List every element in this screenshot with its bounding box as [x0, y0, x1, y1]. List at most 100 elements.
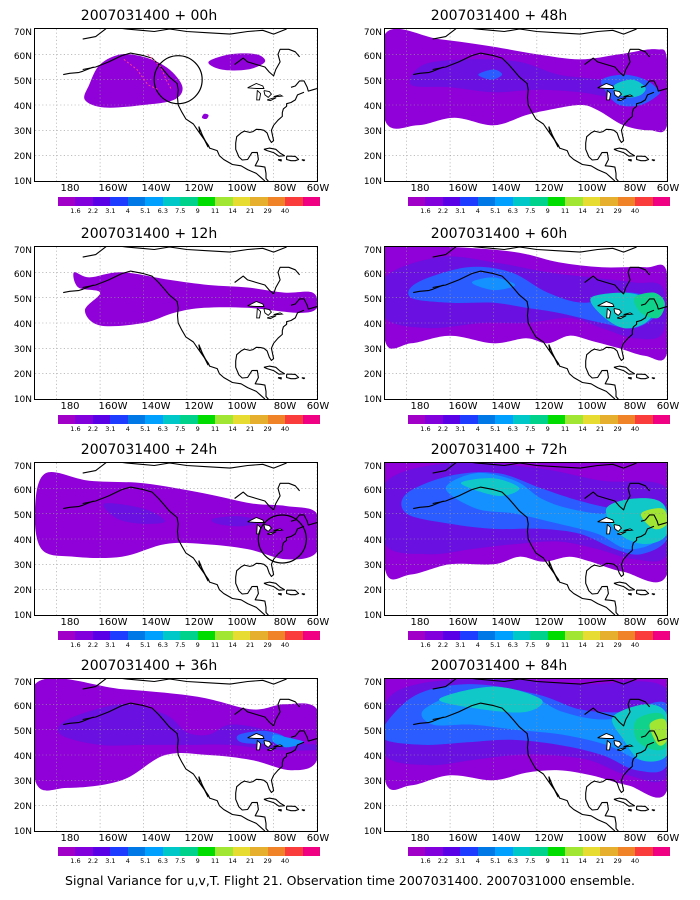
colorbar-swatch [232, 847, 251, 856]
map-frame [34, 28, 318, 182]
colorbar-swatch [408, 415, 426, 424]
lat-label: 10N [13, 395, 32, 405]
colorbar-labels: 1.6 2.2 3.1 4 5.1 6.3 7.5 9 11 14 21 29 40 [58, 641, 320, 651]
coastline [432, 270, 616, 399]
variance-map [385, 463, 667, 615]
colorbar-swatch [127, 631, 146, 640]
lon-label: 120W [184, 617, 214, 628]
lon-label: 100W [577, 183, 607, 194]
lon-label: 60W [306, 617, 330, 628]
coastline [82, 486, 266, 615]
colorbar-swatch [92, 631, 111, 640]
colorbar-tick-label: 29 [263, 425, 272, 433]
colorbar-swatch [425, 415, 443, 424]
variance-map [385, 29, 667, 181]
colorbar-swatch [477, 631, 496, 640]
colorbar-swatch [460, 847, 478, 856]
coastline [301, 809, 306, 812]
colorbar-swatch [145, 415, 163, 424]
coastline [651, 159, 656, 162]
colorbar-swatch [180, 847, 198, 856]
colorbar-swatch [215, 415, 233, 424]
variance-field [84, 53, 266, 120]
colorbar-swatch [145, 847, 163, 856]
colorbar-swatch [232, 631, 251, 640]
lat-label: 70N [363, 462, 382, 472]
lon-label: 120W [534, 617, 564, 628]
lat-label: 10N [363, 395, 382, 405]
colorbar [58, 197, 321, 206]
lon-label: 100W [577, 401, 607, 412]
colorbar-swatch [425, 631, 443, 640]
coastline [548, 776, 559, 798]
colorbar-tick-label: 7.5 [175, 641, 186, 649]
colorbar-swatch [512, 197, 531, 206]
panel-72h: 2007031400 + 72h 70N 60N 50N 40N 30N 20N… [354, 442, 680, 660]
colorbar-tick-label: 14 [228, 641, 237, 649]
lon-label: 140W [141, 617, 171, 628]
colorbar-swatch [92, 847, 111, 856]
panel-84h: 2007031400 + 84h 70N 60N 50N 40N 30N 20N… [354, 658, 680, 876]
colorbar-tick-label: 9 [195, 207, 200, 215]
lat-label: 20N [13, 152, 32, 162]
coastline [290, 730, 317, 742]
grid-lines [35, 463, 317, 615]
colorbar-tick-label: 40 [630, 207, 640, 215]
colorbar-tick-label: 2.2 [87, 641, 99, 649]
variance-field [385, 29, 667, 133]
lat-label: 40N [13, 752, 32, 762]
panel-00h: 2007031400 + 00h 70N 60N 50N 40N 30N 20N… [4, 8, 330, 226]
colorbar-swatch [302, 631, 321, 640]
colorbar-swatch [635, 415, 653, 424]
lat-label: 40N [13, 536, 32, 546]
colorbar-swatch [512, 415, 531, 424]
colorbar-tick-label: 29 [613, 425, 622, 433]
lat-label: 50N [13, 295, 32, 305]
colorbar-tick-label: 14 [578, 857, 587, 865]
variance-region [103, 503, 166, 524]
lat-label: 40N [363, 752, 382, 762]
great-lake [266, 97, 277, 102]
coastline [63, 66, 94, 76]
colorbar-swatch [110, 197, 128, 206]
variance-map [35, 29, 317, 181]
colorbar-labels: 1.6 2.2 3.1 4 5.1 6.3 7.5 9 11 14 21 29 40 [408, 207, 670, 217]
lon-label: 60W [656, 833, 680, 844]
colorbar-swatch [425, 847, 443, 856]
colorbar-swatch [250, 847, 268, 856]
lat-label: 70N [363, 28, 382, 38]
colorbar [408, 197, 671, 206]
colorbar-tick-label: 5.1 [140, 857, 151, 865]
lon-label: 80W [623, 183, 647, 194]
coastline [82, 702, 266, 831]
colorbar-tick-label: 5.1 [490, 425, 501, 433]
colorbar-swatch [285, 415, 303, 424]
lat-label: 30N [363, 127, 382, 137]
panel-title: 2007031400 + 84h [430, 658, 568, 674]
lon-label: 80W [273, 617, 297, 628]
map-frame [384, 246, 668, 400]
coastline [301, 159, 306, 162]
colorbar-swatch [75, 197, 93, 206]
lon-label: 140W [491, 183, 521, 194]
colorbar [408, 415, 671, 424]
great-lake [613, 308, 623, 316]
coastline [432, 679, 637, 690]
lat-label: 60N [13, 52, 32, 62]
colorbar-tick-label: 29 [263, 857, 272, 865]
lon-label: 180 [410, 833, 430, 844]
great-lake [616, 97, 627, 102]
coastline [301, 377, 306, 380]
colorbar-tick-label: 1.6 [420, 425, 431, 433]
great-lake [247, 517, 265, 523]
grid-lines [385, 463, 667, 615]
colorbar-tick-label: 11 [561, 207, 570, 215]
variance-region [460, 478, 520, 496]
variance-region [35, 472, 317, 560]
lon-label: 160W [98, 401, 128, 412]
lon-label: 60W [306, 833, 330, 844]
colorbar-tick-label: 9 [195, 857, 200, 865]
grid-lines [35, 29, 317, 181]
colorbar-tick-label: 6.3 [507, 207, 518, 215]
great-lake [247, 301, 265, 307]
